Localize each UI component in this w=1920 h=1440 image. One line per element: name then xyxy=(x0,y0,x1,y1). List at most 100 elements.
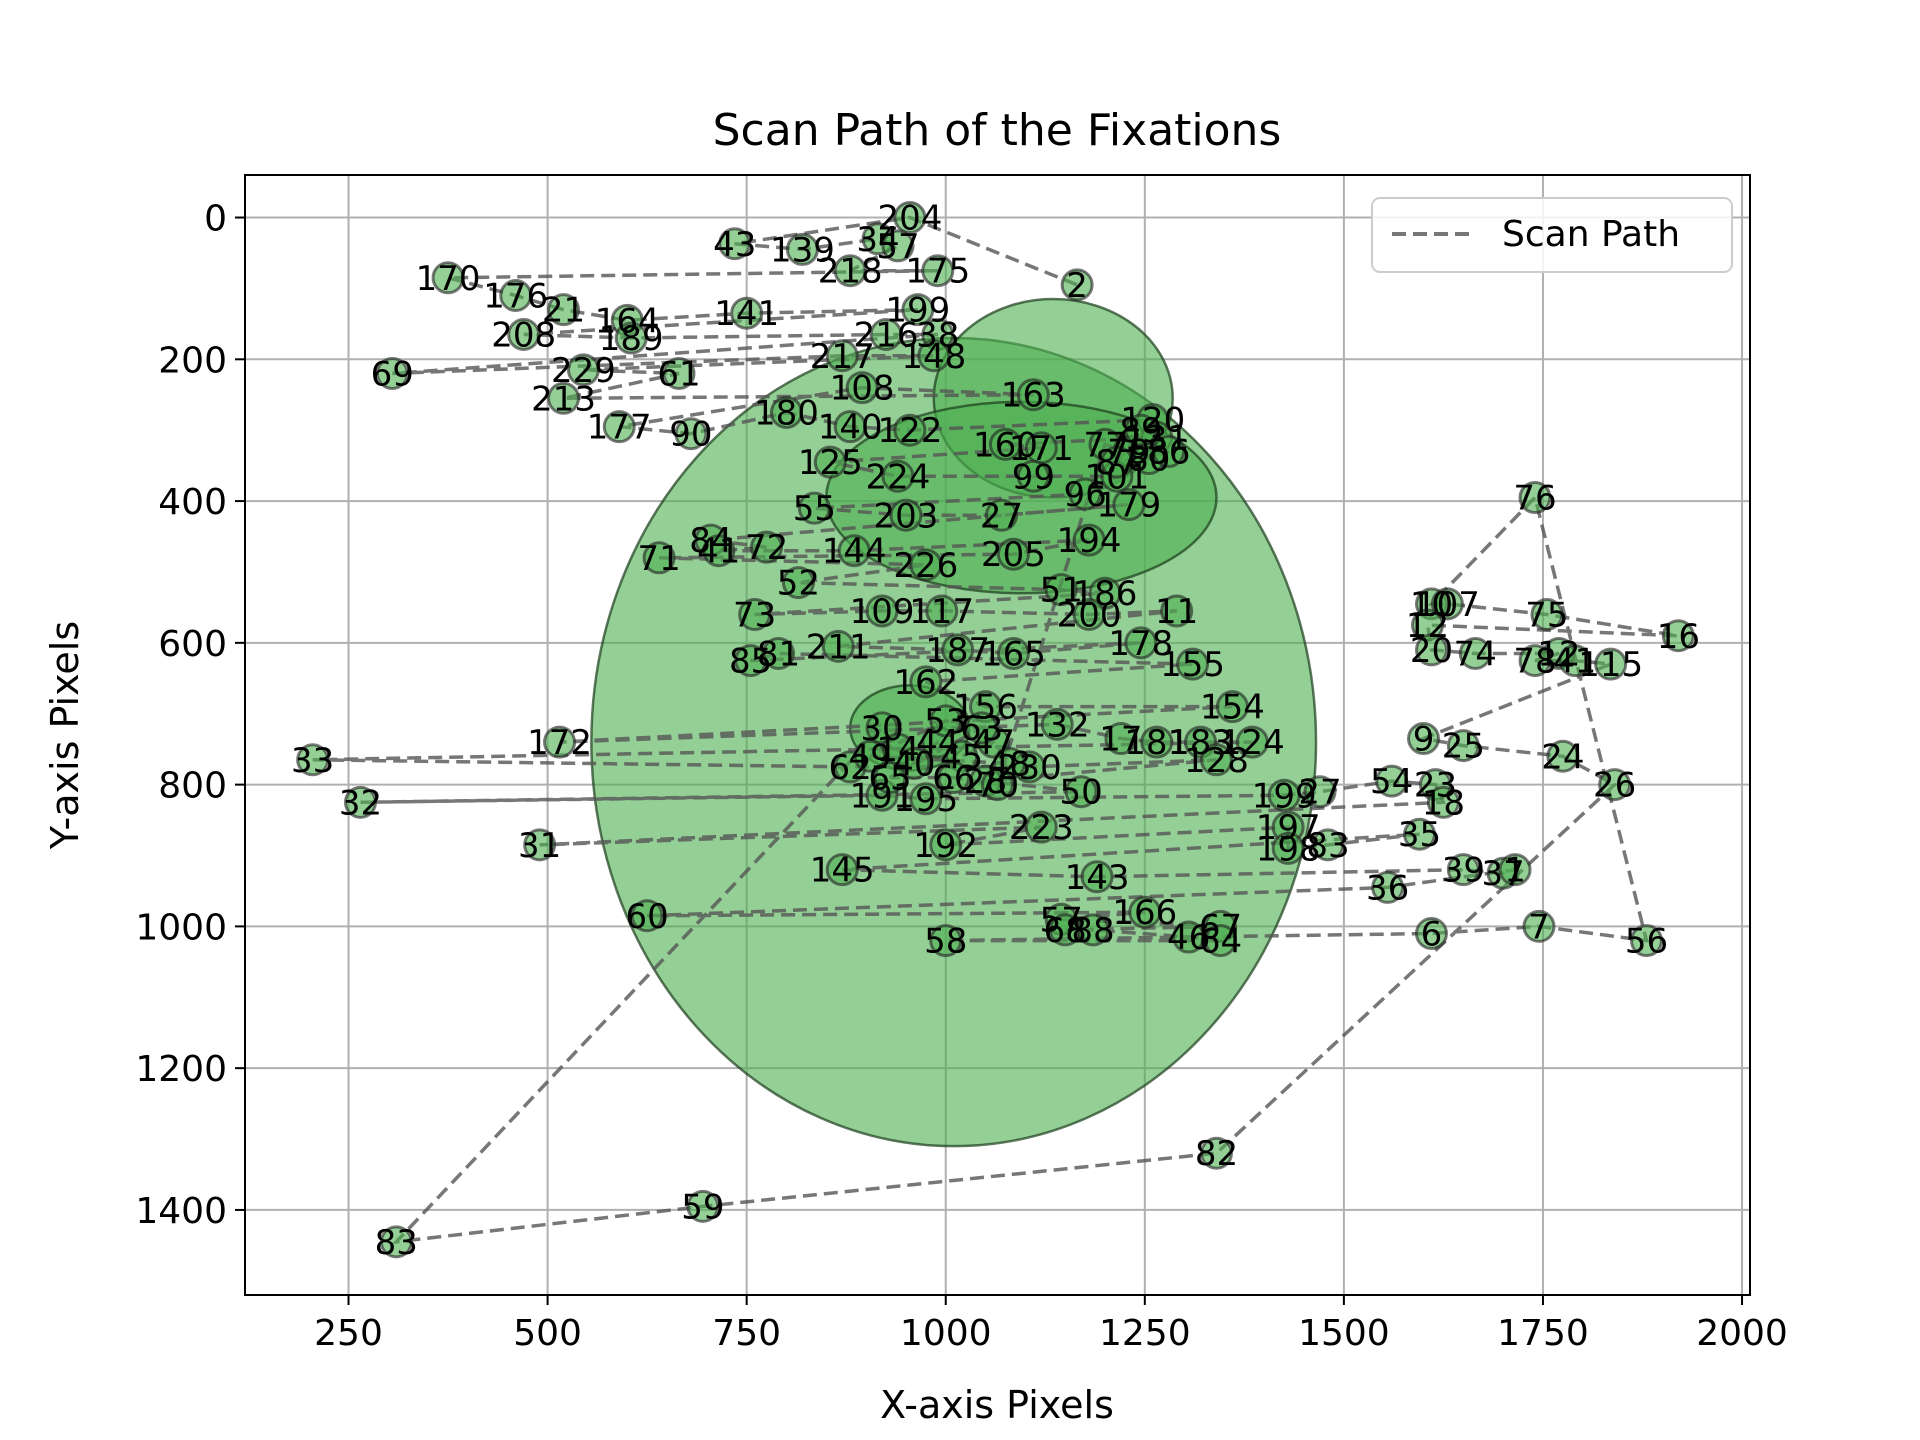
fixation-point xyxy=(630,899,664,933)
fixation-label: 26 xyxy=(1593,766,1636,806)
x-tick-label: 1500 xyxy=(1298,1313,1390,1354)
fixation-label: 67 xyxy=(1199,907,1242,947)
fixation-point xyxy=(988,427,1022,461)
fixation-label: 107 xyxy=(1415,585,1480,625)
fixation-point xyxy=(718,227,752,261)
fixation-point xyxy=(1403,817,1437,851)
fixation-label: 128 xyxy=(1184,741,1249,781)
fixation-label: 89 xyxy=(1119,411,1162,451)
fixation-point xyxy=(901,293,935,327)
x-tick-label: 750 xyxy=(712,1313,781,1354)
x-tick-label: 2000 xyxy=(1696,1313,1788,1354)
fixation-label: 115 xyxy=(1578,645,1643,685)
fixation-point xyxy=(1044,573,1078,607)
fixation-label: 211 xyxy=(806,627,871,667)
fixation-label: 23 xyxy=(1414,766,1457,806)
fixation-point xyxy=(1518,481,1552,515)
fixation-label: 20 xyxy=(1410,631,1453,671)
fixation-label: 187 xyxy=(925,631,990,671)
fixation-label: 77 xyxy=(1083,425,1126,465)
fixation-label: 156 xyxy=(953,688,1018,728)
fixation-point xyxy=(1072,523,1106,557)
fixation-point xyxy=(507,317,541,351)
fixation-point xyxy=(547,293,581,327)
fixation-label: 27 xyxy=(1298,773,1341,813)
fixation-label: 7 xyxy=(1528,907,1550,947)
axis-ticks: 250 500 750 1000 1250 1500 1750 200002004006008… xyxy=(135,199,1787,1354)
fixation-point xyxy=(379,1225,413,1259)
fixation-point xyxy=(865,594,899,628)
y-tick-label: 600 xyxy=(158,624,227,665)
fixation-label: 12 xyxy=(1537,634,1580,674)
x-axis-label: X-axis Pixels xyxy=(880,1383,1114,1427)
fixation-point xyxy=(566,353,600,387)
fixation-label: 101 xyxy=(1084,457,1149,497)
fixation-point xyxy=(881,229,915,263)
fixation-label: 165 xyxy=(981,634,1046,674)
fixation-point xyxy=(785,232,819,266)
y-tick-label: 1200 xyxy=(135,1049,227,1090)
fixation-label: 52 xyxy=(777,564,820,604)
fixation-point xyxy=(925,594,959,628)
fixation-label: 197 xyxy=(1256,808,1321,848)
fixation-label: 69 xyxy=(371,354,414,394)
fixation-label: 223 xyxy=(1009,808,1074,848)
fixation-point xyxy=(996,537,1030,571)
fixation-point xyxy=(1446,729,1480,763)
fixation-label: 32 xyxy=(339,783,382,823)
fixation-label: 16 xyxy=(1657,617,1700,657)
fixation-label: 45 xyxy=(940,737,983,777)
y-tick-label: 400 xyxy=(158,482,227,523)
fixation-label: 170 xyxy=(416,259,481,299)
fixation-label: 125 xyxy=(798,443,863,483)
fixation-label: 194 xyxy=(1057,521,1122,561)
fixation-point xyxy=(893,201,927,235)
fixation-point xyxy=(602,410,636,444)
fixation-point xyxy=(686,1189,720,1223)
y-tick-label: 200 xyxy=(158,340,227,381)
fixation-point xyxy=(897,746,931,780)
fixation-label: 177 xyxy=(587,408,652,448)
fixation-label: 2 xyxy=(1066,266,1088,306)
fixation-points xyxy=(296,201,1695,1259)
fixation-point xyxy=(1546,739,1580,773)
fixation-point xyxy=(909,548,943,582)
fixation-label: 186 xyxy=(1073,574,1138,614)
fixation-label: 86 xyxy=(1147,432,1190,472)
fixation-label: 96 xyxy=(1063,475,1106,515)
fixation-label: 28 xyxy=(964,762,1007,802)
fixation-point xyxy=(1235,725,1269,759)
fixation-point xyxy=(1426,785,1460,819)
fixation-label: 56 xyxy=(1625,922,1668,962)
fixation-label: 53 xyxy=(924,702,967,742)
fixation-label: 179 xyxy=(1096,486,1161,526)
fixation-point xyxy=(1016,459,1050,493)
fixation-point xyxy=(1064,775,1098,809)
plot-frame xyxy=(244,174,1751,1296)
fixation-label: 24 xyxy=(1541,737,1584,777)
fixation-label: 78 xyxy=(1513,642,1556,682)
legend: Scan Path xyxy=(1371,197,1733,273)
fixation-label: 75 xyxy=(1525,595,1568,635)
fixation-point xyxy=(1414,633,1448,667)
fixation-label: 213 xyxy=(531,379,596,419)
fixation-point xyxy=(917,339,951,373)
fixation-point xyxy=(1112,488,1146,522)
fixation-point xyxy=(797,491,831,525)
fixation-point xyxy=(375,356,409,390)
fixation-point xyxy=(1076,913,1110,947)
fixation-label: 6 xyxy=(1421,914,1443,954)
fixation-point xyxy=(889,498,923,532)
fixation-label: 76 xyxy=(1513,479,1556,519)
fixation-point xyxy=(547,381,581,415)
fixation-point xyxy=(1407,722,1441,756)
fixation-point xyxy=(1100,445,1134,479)
fixation-label: 144 xyxy=(822,532,887,572)
fixation-point xyxy=(929,704,963,738)
fixation-label: 70 xyxy=(976,766,1019,806)
fixation-label: 87 xyxy=(1095,443,1138,483)
fixation-point xyxy=(1124,626,1158,660)
fixation-label: 25 xyxy=(1442,727,1485,767)
